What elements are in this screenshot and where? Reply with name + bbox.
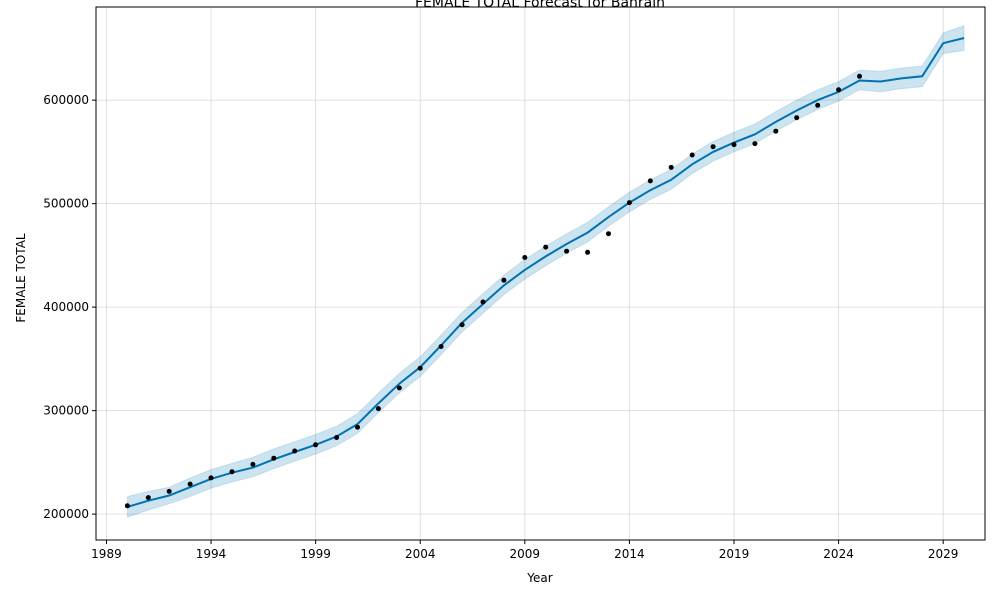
y-tick-label: 600000 bbox=[43, 93, 89, 107]
observed-point bbox=[585, 249, 591, 255]
x-tick-label: 2019 bbox=[719, 547, 750, 561]
x-tick-label: 2029 bbox=[928, 547, 959, 561]
y-tick-label: 500000 bbox=[43, 197, 89, 211]
observed-point bbox=[543, 244, 549, 250]
observed-point bbox=[187, 481, 193, 487]
forecast-line bbox=[127, 37, 965, 508]
observed-point bbox=[501, 277, 507, 283]
observed-point bbox=[250, 461, 256, 467]
observed-point bbox=[626, 200, 632, 206]
observed-point bbox=[334, 435, 340, 440]
y-axis-label: FEMALE TOTAL bbox=[14, 233, 28, 323]
observed-point bbox=[292, 448, 298, 454]
observed-point bbox=[689, 152, 695, 158]
observed-point bbox=[271, 455, 277, 461]
observed-point bbox=[857, 73, 862, 79]
y-tick-label: 200000 bbox=[43, 507, 89, 521]
observed-point bbox=[647, 178, 653, 184]
y-tick-label: 400000 bbox=[43, 300, 89, 314]
observed-point bbox=[815, 102, 821, 108]
x-tick-label: 1989 bbox=[91, 547, 122, 561]
x-tick-label: 2009 bbox=[510, 547, 541, 561]
x-tick-label: 1994 bbox=[196, 547, 227, 561]
grid bbox=[96, 7, 985, 540]
observed-point bbox=[166, 488, 172, 494]
observed-point bbox=[375, 406, 381, 412]
observed-point bbox=[522, 255, 528, 260]
observed-point bbox=[752, 141, 758, 147]
x-tick-label: 2004 bbox=[405, 547, 436, 561]
x-tick-label: 2014 bbox=[614, 547, 645, 561]
observed-point bbox=[208, 475, 214, 481]
observed-point bbox=[731, 142, 737, 148]
chart-title: FEMALE TOTAL Forecast for Bahrain bbox=[415, 0, 665, 11]
observed-point bbox=[355, 424, 360, 430]
x-tick-label: 2024 bbox=[823, 547, 854, 561]
observed-point bbox=[836, 87, 842, 93]
observed-point bbox=[710, 144, 716, 150]
y-tick-label: 300000 bbox=[43, 404, 89, 418]
observed-point bbox=[313, 442, 319, 448]
observed-point bbox=[145, 495, 151, 501]
observed-point bbox=[564, 248, 570, 254]
observed-point bbox=[459, 322, 465, 328]
observed-point bbox=[396, 385, 402, 391]
x-axis-ticks: 1989 1994 1999 2004 2009 2014 2019 2024 2029 bbox=[91, 540, 958, 561]
observed-point bbox=[124, 503, 130, 509]
observed-points bbox=[124, 73, 862, 509]
observed-point bbox=[229, 469, 235, 475]
observed-point bbox=[794, 115, 800, 121]
observed-point bbox=[480, 299, 486, 305]
observed-point bbox=[417, 365, 423, 371]
x-tick-label: 1999 bbox=[300, 547, 331, 561]
observed-point bbox=[773, 128, 779, 134]
uncertainty-band bbox=[126, 24, 965, 518]
observed-point bbox=[438, 344, 444, 349]
y-axis-ticks: 200000 300000 400000 500000 600000 bbox=[43, 93, 96, 521]
observed-point bbox=[606, 231, 611, 237]
x-axis-label: Year bbox=[526, 571, 552, 585]
observed-point bbox=[668, 164, 674, 170]
plot-frame bbox=[95, 6, 986, 541]
